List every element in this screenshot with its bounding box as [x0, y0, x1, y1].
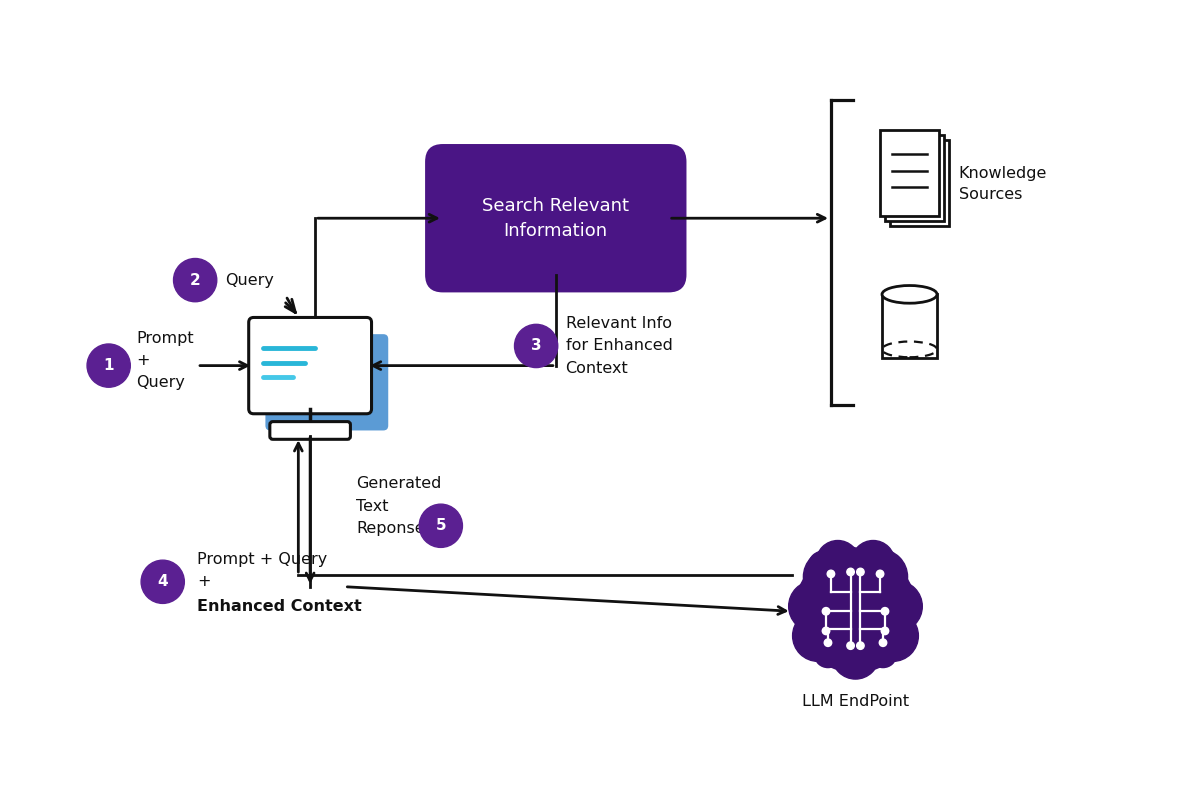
FancyBboxPatch shape: [425, 144, 686, 293]
Polygon shape: [880, 130, 940, 216]
Text: 1: 1: [103, 358, 114, 373]
Circle shape: [852, 550, 907, 604]
Text: Generated
Text
Reponse: Generated Text Reponse: [356, 477, 442, 536]
Ellipse shape: [799, 577, 823, 606]
Ellipse shape: [882, 286, 937, 303]
Ellipse shape: [809, 550, 840, 578]
Circle shape: [788, 581, 840, 632]
Ellipse shape: [796, 607, 821, 635]
Polygon shape: [882, 294, 937, 358]
Circle shape: [822, 627, 829, 634]
Text: 4: 4: [157, 574, 168, 590]
FancyBboxPatch shape: [248, 318, 372, 414]
Text: Enhanced Context: Enhanced Context: [197, 599, 362, 614]
Circle shape: [876, 570, 883, 578]
Circle shape: [804, 550, 858, 604]
Ellipse shape: [890, 607, 916, 635]
Circle shape: [142, 560, 185, 603]
Circle shape: [857, 642, 864, 650]
Circle shape: [881, 627, 889, 634]
Ellipse shape: [815, 642, 841, 668]
Circle shape: [822, 607, 829, 615]
Ellipse shape: [869, 642, 896, 668]
Text: Search Relevant
Information: Search Relevant Information: [482, 197, 629, 240]
Circle shape: [832, 632, 880, 679]
Text: 2: 2: [190, 273, 200, 288]
Circle shape: [847, 568, 854, 576]
Text: Query: Query: [224, 273, 274, 288]
Ellipse shape: [836, 546, 865, 574]
Circle shape: [881, 607, 889, 615]
Text: +: +: [197, 574, 211, 590]
Ellipse shape: [863, 551, 892, 577]
Circle shape: [88, 344, 131, 387]
Circle shape: [515, 324, 558, 367]
Ellipse shape: [799, 559, 912, 664]
Text: 3: 3: [530, 338, 541, 354]
Circle shape: [816, 541, 859, 584]
Polygon shape: [890, 140, 949, 226]
Circle shape: [857, 568, 864, 576]
Circle shape: [419, 504, 462, 547]
Ellipse shape: [888, 577, 912, 606]
Circle shape: [174, 258, 217, 302]
Text: LLM EndPoint: LLM EndPoint: [802, 694, 910, 709]
Circle shape: [824, 639, 832, 646]
FancyBboxPatch shape: [265, 334, 389, 430]
Text: Prompt + Query: Prompt + Query: [197, 552, 328, 566]
Polygon shape: [884, 134, 944, 221]
Text: Knowledge
Sources: Knowledge Sources: [959, 166, 1048, 202]
Circle shape: [871, 581, 923, 632]
Circle shape: [880, 639, 887, 646]
Circle shape: [798, 554, 913, 669]
Text: Relevant Info
for Enhanced
Context: Relevant Info for Enhanced Context: [565, 316, 672, 376]
Circle shape: [827, 570, 835, 578]
FancyBboxPatch shape: [270, 422, 350, 439]
Circle shape: [794, 550, 917, 672]
Text: 5: 5: [436, 518, 446, 534]
Circle shape: [847, 642, 854, 650]
Circle shape: [852, 541, 895, 584]
Circle shape: [792, 610, 844, 662]
Circle shape: [868, 610, 918, 662]
Text: Prompt
+
Query: Prompt + Query: [136, 331, 194, 390]
